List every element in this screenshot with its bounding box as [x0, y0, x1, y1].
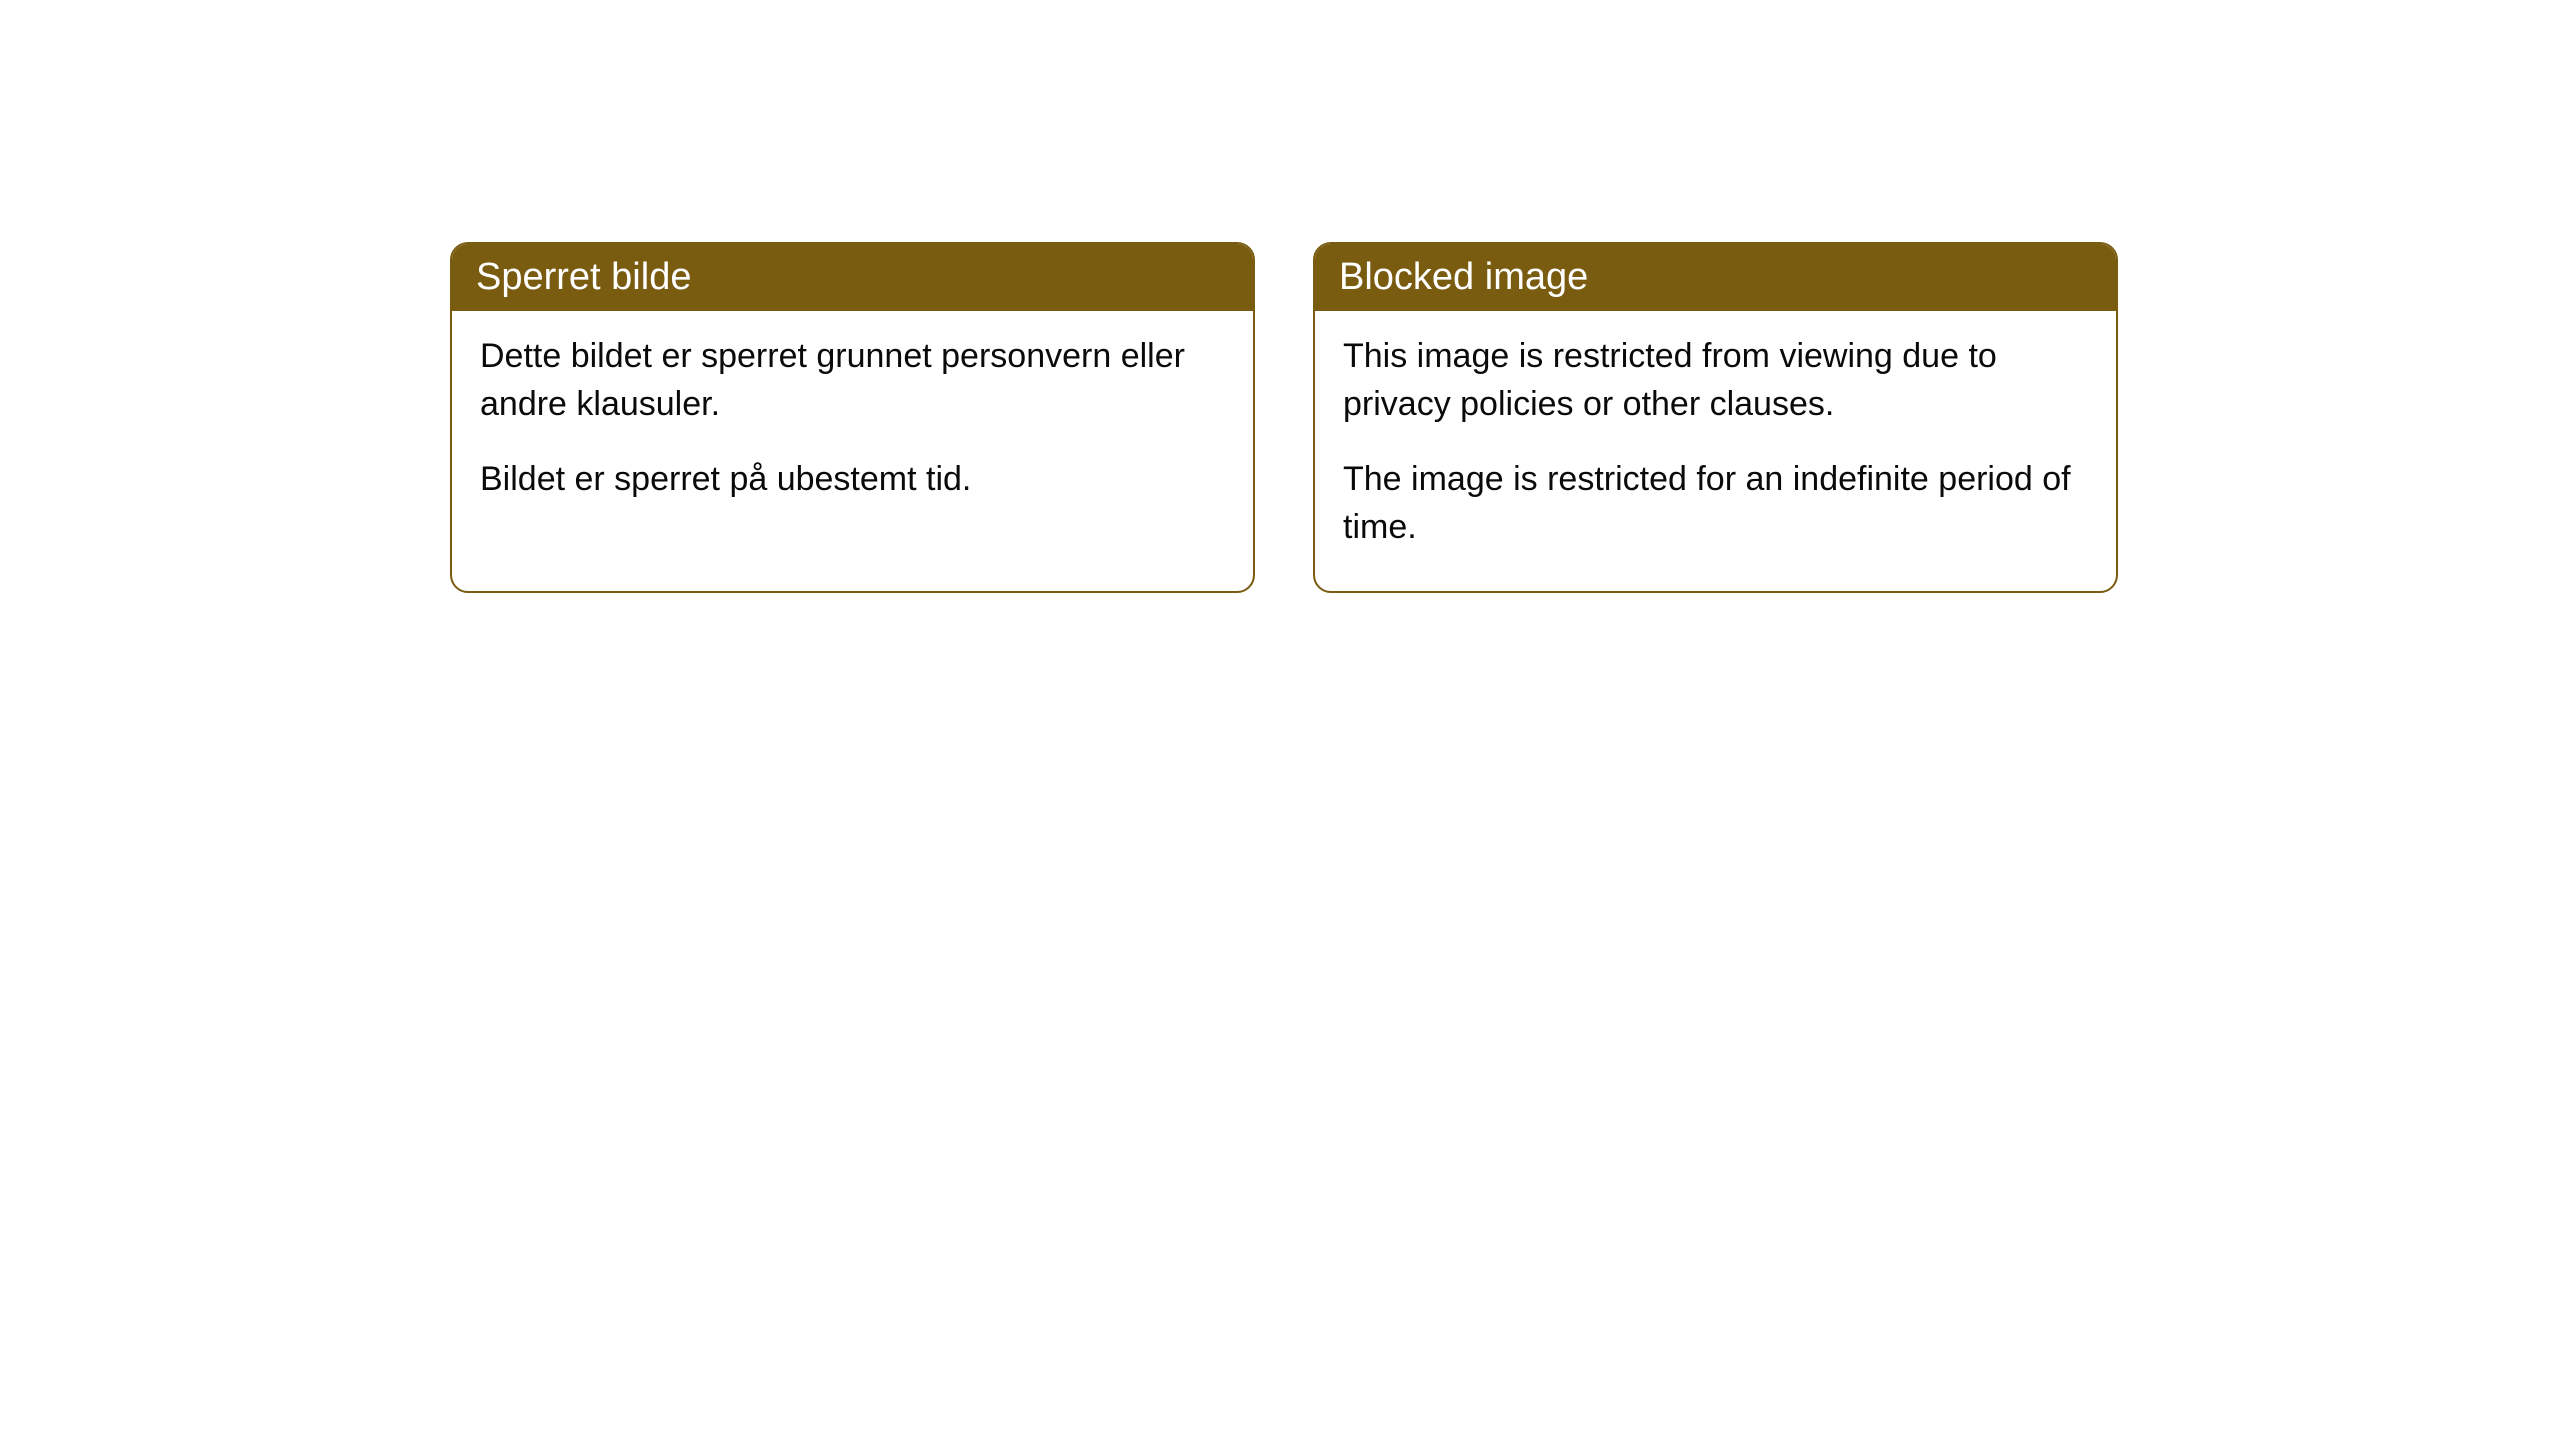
- card-paragraph-1-english: This image is restricted from viewing du…: [1343, 333, 2088, 428]
- card-header-english: Blocked image: [1315, 244, 2116, 311]
- card-paragraph-2-norwegian: Bildet er sperret på ubestemt tid.: [480, 456, 1225, 504]
- card-header-norwegian: Sperret bilde: [452, 244, 1253, 311]
- card-paragraph-2-english: The image is restricted for an indefinit…: [1343, 456, 2088, 551]
- card-title-english: Blocked image: [1339, 256, 1588, 298]
- card-body-english: This image is restricted from viewing du…: [1315, 311, 2116, 591]
- card-english: Blocked image This image is restricted f…: [1313, 242, 2118, 593]
- card-title-norwegian: Sperret bilde: [476, 256, 691, 298]
- card-paragraph-1-norwegian: Dette bildet er sperret grunnet personve…: [480, 333, 1225, 428]
- cards-container: Sperret bilde Dette bildet er sperret gr…: [450, 242, 2560, 593]
- card-body-norwegian: Dette bildet er sperret grunnet personve…: [452, 311, 1253, 544]
- card-norwegian: Sperret bilde Dette bildet er sperret gr…: [450, 242, 1255, 593]
